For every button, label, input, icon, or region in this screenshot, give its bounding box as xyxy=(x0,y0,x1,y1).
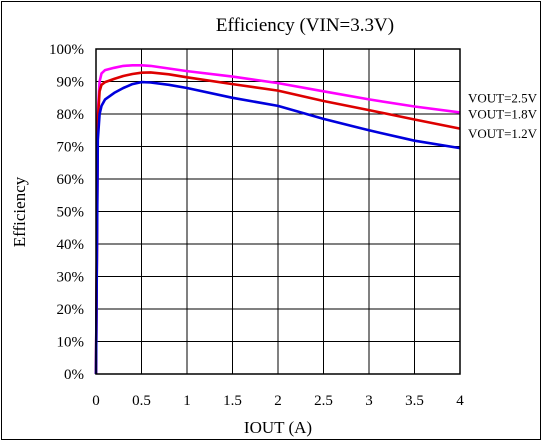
grid xyxy=(95,48,461,375)
y-tick-label: 20% xyxy=(57,302,85,318)
series-label: VOUT=1.8V xyxy=(468,107,538,122)
x-tick-label: 4 xyxy=(456,393,464,409)
series-label: VOUT=2.5V xyxy=(468,90,538,105)
y-tick-label: 50% xyxy=(57,205,85,221)
series-labels: VOUT=2.5V VOUT=1.8V VOUT=1.2V xyxy=(468,90,538,141)
x-tick-label: 0.5 xyxy=(132,393,151,409)
plot-area xyxy=(95,48,461,375)
y-tick-label: 60% xyxy=(57,172,85,188)
series-lines xyxy=(94,64,461,375)
x-tick-label: 2.5 xyxy=(314,393,333,409)
y-tick-label: 80% xyxy=(57,107,85,123)
series-line xyxy=(94,64,461,375)
x-axis-label: IOUT (A) xyxy=(244,418,312,437)
series-line xyxy=(94,71,461,375)
x-tick-label: 1.5 xyxy=(223,393,242,409)
x-tick-labels: 0 0.5 1 1.5 2 2.5 3 3.5 4 xyxy=(92,393,464,409)
y-axis-label: Efficiency xyxy=(10,176,29,247)
y-tick-label: 70% xyxy=(57,140,85,156)
chart-title: Efficiency (VIN=3.3V) xyxy=(216,15,394,36)
x-tick-label: 1 xyxy=(183,393,191,409)
series-line xyxy=(94,80,461,375)
y-tick-label: 0% xyxy=(64,367,84,383)
y-tick-label: 10% xyxy=(57,335,85,351)
x-tick-label: 0 xyxy=(92,393,100,409)
y-tick-label: 90% xyxy=(57,75,85,91)
y-tick-labels: 0% 10% 20% 30% 40% 50% 60% 70% 80% 90% 100% xyxy=(49,42,84,383)
y-tick-label: 100% xyxy=(49,42,84,58)
y-tick-label: 40% xyxy=(57,237,85,253)
x-tick-label: 3.5 xyxy=(405,393,424,409)
y-tick-label: 30% xyxy=(57,270,85,286)
x-tick-label: 3 xyxy=(365,393,373,409)
series-label: VOUT=1.2V xyxy=(468,126,538,141)
x-tick-label: 2 xyxy=(274,393,282,409)
